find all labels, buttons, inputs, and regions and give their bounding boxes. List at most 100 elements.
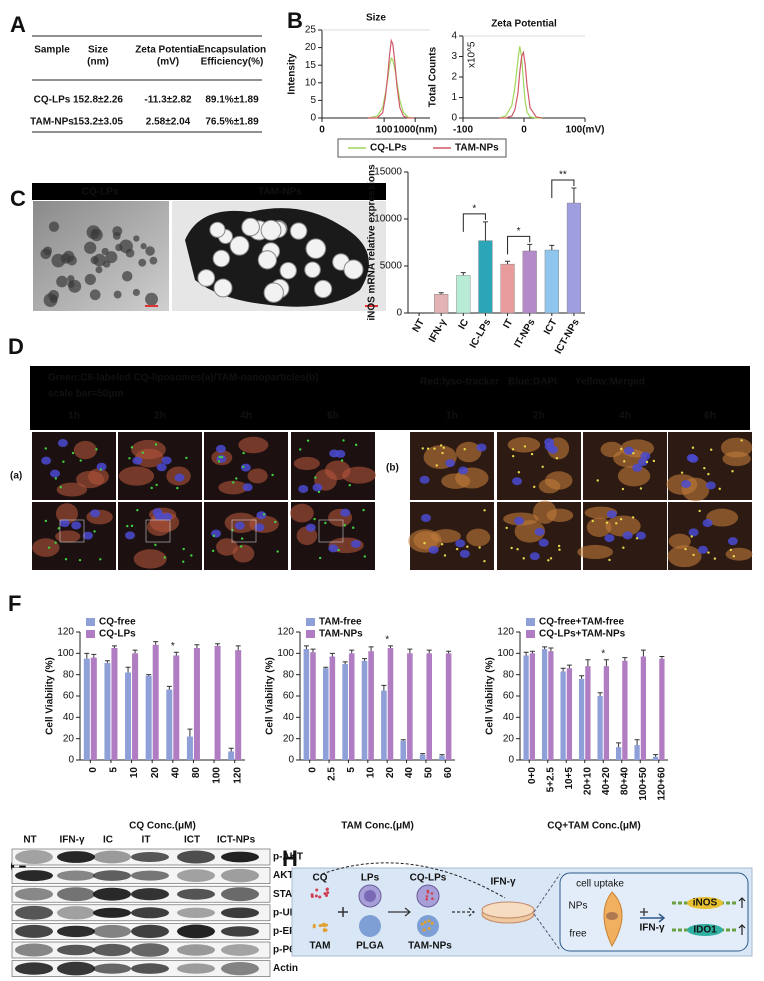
scheme-label: TAM-NPs: [408, 941, 452, 952]
bar: [329, 656, 336, 760]
x-tick-label: 100: [212, 767, 223, 784]
cell-body: [667, 545, 702, 568]
x-tick-label: 50: [424, 767, 435, 779]
nucleus: [606, 510, 617, 519]
significance-label: *: [171, 641, 175, 652]
y-tick-label: 0: [508, 755, 514, 766]
significance-bracket: [507, 235, 531, 255]
bar: [132, 653, 139, 760]
error-bar: [523, 651, 529, 656]
dashed-arrow: [321, 862, 506, 899]
y-axis-label: Cell Viability (%): [265, 657, 276, 735]
tem-particle: [112, 231, 121, 240]
particle-signal: [596, 479, 599, 482]
error-bar: [438, 292, 444, 295]
error-bar: [303, 645, 309, 650]
particle-signal: [622, 546, 625, 549]
particle-signal: [242, 465, 245, 469]
bar: [303, 649, 310, 760]
nucleus: [514, 516, 525, 525]
particle-signal: [608, 558, 611, 562]
particle-signal: [713, 557, 717, 560]
particle-signal: [639, 487, 643, 490]
y-tick-label: 80: [503, 669, 515, 680]
nucleus: [156, 463, 167, 472]
blot-band: [177, 924, 215, 939]
legend-text: Green:C6-labeled CQ-liposomes(a)/TAM-nan…: [48, 373, 318, 384]
bar: [659, 658, 665, 760]
time-label: 1h: [68, 411, 80, 422]
legend-swatch: [306, 618, 315, 626]
tem-particle: [212, 249, 231, 268]
table-cell: 76.5%±1.89: [205, 117, 259, 128]
particle-signal: [698, 509, 701, 513]
particle-signal: [478, 546, 481, 549]
blot-band: [93, 943, 131, 957]
particle-signal: [99, 468, 103, 471]
significance-label: *: [601, 648, 605, 659]
drug-dot: [423, 920, 427, 924]
tem-particle: [260, 219, 282, 241]
y-tick-label: 2: [451, 72, 457, 83]
tem-particle: [84, 241, 97, 254]
arrow: [452, 907, 475, 917]
arrow: [640, 913, 666, 923]
tam-np: [417, 915, 439, 937]
blot-band: [131, 924, 169, 939]
legend-label: CQ-free+TAM-free: [539, 617, 625, 628]
cell-body: [430, 529, 461, 543]
scheme-label: IFN-γ: [640, 923, 665, 934]
y-tick-label: 120: [57, 627, 74, 638]
y-tick-label: 1: [451, 92, 457, 103]
legend-text: scale bar=50μm: [48, 389, 123, 400]
particle-signal: [44, 447, 47, 450]
nucleus: [445, 459, 456, 468]
drug-dot: [430, 892, 434, 895]
bar: [152, 644, 159, 760]
error-bar: [111, 645, 117, 648]
group-label: (a): [10, 471, 22, 482]
tem-particle: [105, 251, 118, 264]
particle-signal: [557, 544, 561, 548]
bar: [622, 660, 628, 760]
y-tick-label: 80: [63, 669, 75, 680]
particle-signal: [306, 439, 310, 442]
y-tick-label: 10000: [374, 214, 402, 225]
particle-signal: [232, 481, 235, 484]
nucleus: [547, 445, 558, 454]
legend-text: Red:lyso-tracker: [420, 377, 499, 388]
tem-particle: [62, 250, 75, 263]
nucleus: [125, 531, 136, 540]
fluor-header: [30, 400, 750, 430]
cell-body: [293, 456, 320, 471]
cell-body: [544, 471, 573, 490]
y-axis-label: Total Counts: [428, 46, 439, 107]
error-bar: [125, 666, 131, 673]
drug-dot: [312, 925, 316, 929]
particle-signal: [709, 448, 713, 451]
nucleus: [174, 473, 185, 482]
particle-signal: [680, 471, 684, 474]
tem-particle: [289, 222, 308, 240]
blot-band: [221, 961, 259, 976]
cell-body: [32, 538, 60, 557]
tem-header: [32, 183, 386, 200]
bar: [445, 653, 452, 760]
zoom-box: [145, 519, 171, 543]
cell-body: [586, 517, 612, 537]
zoom-box: [59, 519, 85, 543]
tem-particle: [132, 288, 140, 297]
tem-particle: [343, 259, 364, 280]
error-bar: [659, 656, 665, 659]
bar: [439, 755, 445, 760]
bar: [634, 745, 640, 760]
y-tick-label: 120: [497, 627, 514, 638]
bar: [456, 275, 471, 314]
drug-dot: [310, 895, 314, 899]
drug-dot: [420, 922, 424, 926]
blot-band: [93, 963, 131, 974]
blot-band: [15, 943, 53, 957]
tem-particle: [305, 238, 327, 259]
cell-body: [605, 515, 641, 537]
particle-signal: [635, 537, 639, 540]
